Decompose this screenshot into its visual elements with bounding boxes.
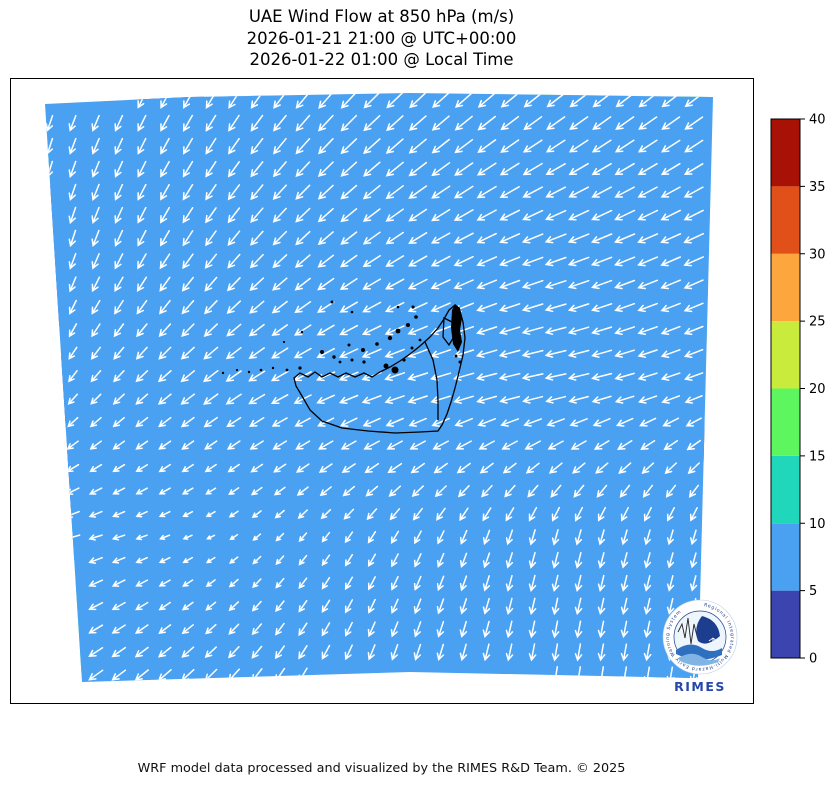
plot-subtitle-utc: 2026-01-21 21:00 @ UTC+00:00 <box>246 28 517 48</box>
island-dot <box>414 315 418 319</box>
island-dot <box>396 305 400 309</box>
island-dot <box>383 363 389 369</box>
island-dot <box>458 360 462 364</box>
colorbar-tick-label: 5 <box>809 584 817 599</box>
plot-subtitle-local: 2026-01-22 01:00 @ Local Time <box>249 50 514 69</box>
logo-label: RIMES <box>674 679 726 694</box>
island-dot <box>391 366 399 374</box>
wind-arrows-layer <box>45 93 705 682</box>
colorbar-level <box>771 523 800 591</box>
plot-title: UAE Wind Flow at 850 hPa (m/s) <box>248 7 515 26</box>
island-dot <box>235 368 239 372</box>
colorbar-level <box>771 455 800 524</box>
island-dot <box>362 360 366 364</box>
colorbar-level <box>771 321 800 389</box>
coastline-path <box>442 316 456 347</box>
colorbar-tick-label: 10 <box>809 517 826 532</box>
island-dot <box>350 358 354 362</box>
island-dot <box>338 360 342 364</box>
island-dot <box>320 350 324 354</box>
island-dot <box>282 340 286 344</box>
island-dot <box>454 354 458 358</box>
island-dot <box>332 355 336 359</box>
island-dot <box>402 358 406 362</box>
island-dot <box>285 368 289 372</box>
island-dot <box>418 338 422 342</box>
wind-arrow <box>45 93 705 682</box>
colorbar-tick-label: 20 <box>809 382 826 397</box>
footer-credit: WRF model data processed and visualized … <box>137 761 626 776</box>
island-dot <box>410 346 414 350</box>
island-dot <box>375 342 379 346</box>
island-dot <box>411 305 415 309</box>
colorbar-level <box>771 388 800 456</box>
wind-speed-base <box>45 93 713 682</box>
island-dot <box>395 328 401 334</box>
island-dot <box>271 366 275 370</box>
colorbar-tick-label: 30 <box>809 247 826 262</box>
island-dot <box>259 368 263 372</box>
logo-landmass-icon <box>696 616 720 644</box>
colorbar-level <box>771 186 800 254</box>
coastline-path <box>293 304 466 434</box>
island-dot <box>406 323 410 327</box>
logo-wave2-icon <box>678 653 720 666</box>
island-dot <box>221 371 225 375</box>
logo-bird-icon <box>708 637 718 643</box>
island-dot <box>361 348 365 352</box>
musandam-coast-blob <box>451 304 462 352</box>
colorbar-level <box>771 119 800 187</box>
colorbar-level <box>771 253 800 322</box>
uae-coastline <box>221 300 466 434</box>
island-dot <box>247 370 251 374</box>
colorbar: 0 5 10 15 20 25 30 35 40 <box>770 113 826 667</box>
colorbar-tick-label: 15 <box>809 449 826 464</box>
colorbar-level <box>771 590 800 658</box>
colorbar-tick-label: 35 <box>809 180 826 195</box>
island-dot <box>350 310 354 314</box>
island-dot <box>300 330 304 334</box>
island-dot <box>387 335 393 341</box>
island-dot <box>330 300 334 304</box>
coastline-path <box>424 341 439 420</box>
colorbar-tick-label: 0 <box>809 652 817 667</box>
colorbar-tick-label: 40 <box>809 113 826 128</box>
rimes-logo: Regional Integrated Multi-Hazard Early W… <box>662 599 738 694</box>
colorbar-tick-label: 25 <box>809 315 826 330</box>
island-dot <box>347 343 351 347</box>
island-dot <box>298 366 302 370</box>
title-block: UAE Wind Flow at 850 hPa (m/s) 2026-01-2… <box>10 6 753 71</box>
